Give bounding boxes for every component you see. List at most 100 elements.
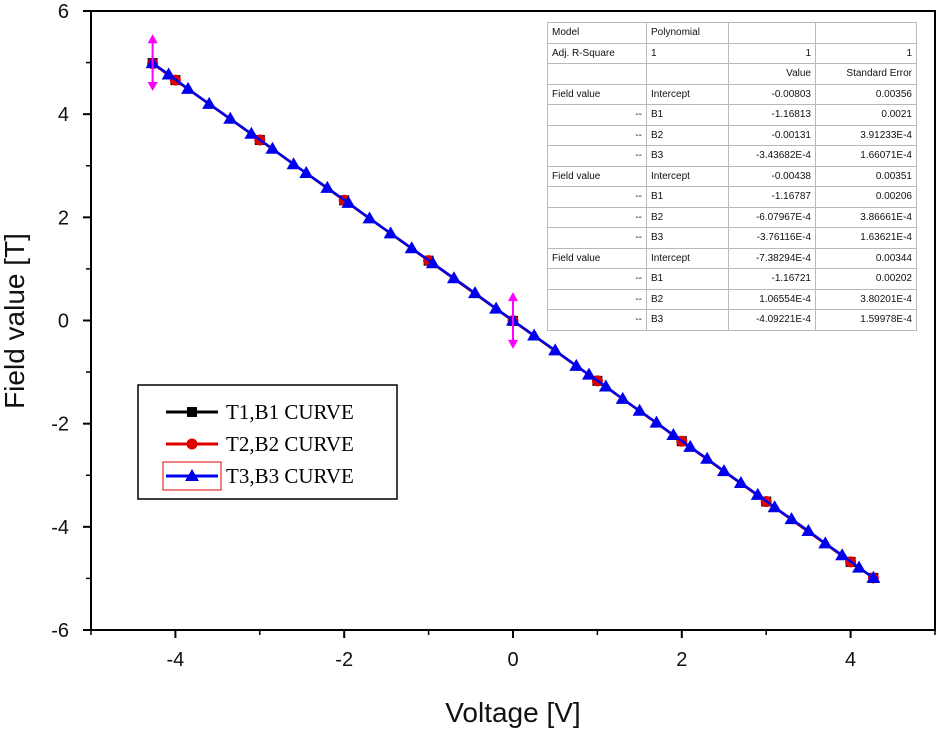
legend-marker <box>185 469 199 481</box>
data-point <box>362 211 377 224</box>
table-cell: Adj. R-Square <box>547 42 647 64</box>
data-point <box>468 286 483 299</box>
data-point <box>632 403 647 416</box>
data-point <box>161 67 176 80</box>
table-cell: Intercept <box>646 247 729 269</box>
table-cell: -- <box>547 186 647 208</box>
error-arrow <box>508 292 518 349</box>
table-cell: Field value <box>547 165 647 187</box>
table-cell: -0.00803 <box>728 83 816 105</box>
table-cell <box>547 63 647 85</box>
table-cell: Intercept <box>646 165 729 187</box>
table-cell: -3.76116E-4 <box>728 227 816 249</box>
legend-label: T2,B2 CURVE <box>226 432 354 456</box>
legend-label: T1,B1 CURVE <box>226 400 354 424</box>
table-cell: 1.63621E-4 <box>815 227 917 249</box>
data-point <box>320 180 335 193</box>
data-point <box>733 475 748 488</box>
table-row: Field value Intercept -0.00803 0.00356 <box>547 83 917 105</box>
data-point <box>265 141 280 154</box>
data-point <box>852 560 867 573</box>
data-point <box>835 548 850 561</box>
data-point <box>527 328 542 341</box>
table-cell: 1.66071E-4 <box>815 145 917 167</box>
data-point <box>767 500 782 513</box>
series-3 <box>145 56 881 583</box>
legend-entry-2: T2,B2 CURVE <box>166 432 354 456</box>
x-axis-label: Voltage [V] <box>445 697 580 728</box>
legend-entry-3: T3,B3 CURVE <box>162 461 354 491</box>
error-arrow-head <box>508 339 518 349</box>
x-tick-label: 2 <box>676 649 687 671</box>
data-point <box>818 536 833 549</box>
data-point <box>666 428 681 441</box>
data-point <box>784 512 799 525</box>
data-point <box>489 301 504 314</box>
table-cell: Model <box>547 22 647 44</box>
data-point <box>717 464 731 477</box>
x-tick-label: 0 <box>507 649 518 671</box>
table-cell: -1.16813 <box>728 104 816 126</box>
y-tick-label: 6 <box>58 1 69 23</box>
table-row: Value Standard Error <box>547 63 917 85</box>
table-cell: -- <box>547 268 647 290</box>
table-row: Field value Intercept -0.00438 0.00351 <box>547 165 917 187</box>
table-cell: -- <box>547 288 647 310</box>
error-arrow-head <box>147 81 158 91</box>
table-row: Field value Intercept -7.38294E-4 0.00344 <box>547 247 917 269</box>
table-cell: -- <box>547 145 647 167</box>
legend-entry-highlight <box>162 461 222 491</box>
table-cell: B3 <box>646 309 729 331</box>
table-cell <box>728 22 816 44</box>
legend-marker <box>186 438 198 450</box>
data-point <box>223 111 238 124</box>
x-tick-label: -2 <box>335 649 353 671</box>
data-point <box>404 241 419 254</box>
error-arrow <box>147 34 158 91</box>
table-cell: Polynomial <box>646 22 729 44</box>
table-cell: B1 <box>646 104 729 126</box>
series-line <box>151 62 875 579</box>
data-point <box>700 451 715 464</box>
table-row: -- B1 -1.16787 0.00206 <box>547 186 917 208</box>
table-row: -- B2 -0.00131 3.91233E-4 <box>547 124 917 146</box>
table-cell: -- <box>547 206 647 228</box>
y-tick-label: 4 <box>58 104 69 126</box>
table-cell: Field value <box>547 247 647 269</box>
table-cell: 1.06554E-4 <box>728 288 816 310</box>
table-cell: 3.86661E-4 <box>815 206 917 228</box>
table-cell: B2 <box>646 124 729 146</box>
table-cell: 0.0021 <box>815 104 917 126</box>
y-tick-label: 0 <box>58 311 69 333</box>
table-row: -- B3 -3.76116E-4 1.63621E-4 <box>547 227 917 249</box>
table-row: -- B1 -1.16721 0.00202 <box>547 268 917 290</box>
data-point <box>750 487 765 500</box>
table-cell: B1 <box>646 268 729 290</box>
data-point <box>341 195 356 208</box>
table-row: -- B3 -4.09221E-4 1.59978E-4 <box>547 309 917 331</box>
table-cell: Value <box>728 63 816 85</box>
table-cell: 0.00344 <box>815 247 917 269</box>
error-arrow-head <box>147 34 158 44</box>
data-point <box>615 391 630 404</box>
table-cell: -- <box>547 124 647 146</box>
table-row: -- B3 -3.43682E-4 1.66071E-4 <box>547 145 917 167</box>
legend: T1,B1 CURVE T2,B2 CURVE T3,B3 CURVE <box>137 384 398 500</box>
table-cell: -3.43682E-4 <box>728 145 816 167</box>
table-header-row: Model Polynomial <box>547 22 917 44</box>
table-cell: -1.16787 <box>728 186 816 208</box>
table-cell: -- <box>547 104 647 126</box>
table-cell: 1 <box>728 42 816 64</box>
x-tick-label: 4 <box>845 649 856 671</box>
data-point <box>801 523 816 536</box>
table-cell: -0.00131 <box>728 124 816 146</box>
data-point <box>569 358 584 371</box>
table-cell: B2 <box>646 288 729 310</box>
fit-results-table: Model Polynomial Adj. R-Square 1 1 1 Value Stan… <box>547 22 917 331</box>
table-cell: -6.07967E-4 <box>728 206 816 228</box>
data-point <box>286 157 301 170</box>
y-tick-label: 2 <box>58 207 69 229</box>
data-point <box>383 226 398 239</box>
data-point <box>598 379 613 392</box>
table-cell: B3 <box>646 145 729 167</box>
